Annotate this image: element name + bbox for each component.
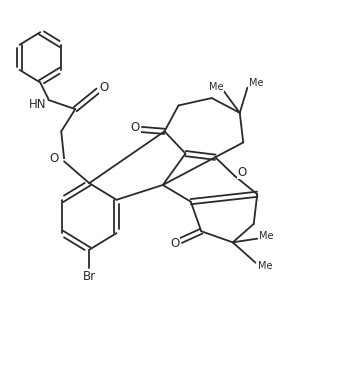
Text: O: O — [170, 237, 179, 250]
Text: O: O — [131, 121, 140, 134]
Text: Me: Me — [259, 231, 274, 241]
Text: HN: HN — [29, 98, 47, 111]
Text: O: O — [238, 165, 247, 179]
Text: Br: Br — [83, 270, 96, 283]
Text: Me: Me — [249, 78, 264, 88]
Text: Me: Me — [258, 261, 272, 272]
Text: O: O — [50, 152, 59, 165]
Text: O: O — [100, 81, 109, 94]
Text: Me: Me — [209, 82, 224, 92]
